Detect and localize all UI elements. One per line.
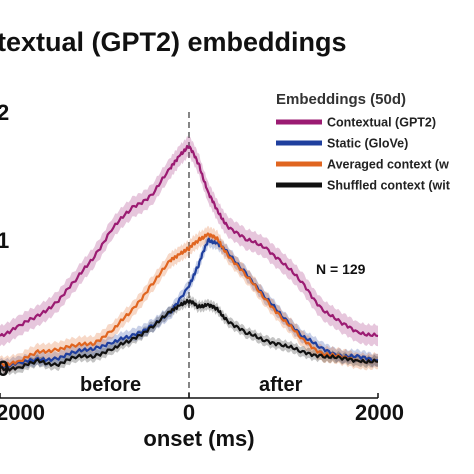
x-axis-label: onset (ms) — [143, 426, 254, 451]
legend-entry-label: Averaged context (w — [327, 158, 449, 172]
error-bands — [0, 135, 378, 376]
plot-area — [0, 112, 379, 398]
y-tick-label: 0 — [0, 356, 9, 381]
legend-entry-label: Static (GloVe) — [327, 137, 408, 151]
y-tick-label: 1 — [0, 228, 9, 253]
legend-entry-label: Shuffled context (wit — [327, 179, 451, 193]
legend-entry-label: Contextual (GPT2) — [327, 116, 436, 130]
x-tick-label: 2000 — [355, 400, 404, 425]
series-line-3 — [0, 298, 379, 372]
series-line-0 — [0, 144, 379, 338]
y-ticks: 0 1 2 — [0, 100, 9, 381]
n-annotation: N = 129 — [316, 261, 366, 277]
y-tick-label: 2 — [0, 100, 9, 125]
x-tick-label: 2000 — [0, 400, 45, 425]
x-ticks: 2000 0 2000 — [0, 393, 404, 425]
legend: Embeddings (50d) Contextual (GPT2) Static… — [276, 91, 451, 193]
series-lines — [0, 144, 379, 372]
series-line-2 — [0, 232, 379, 367]
legend-title: Embeddings (50d) — [276, 91, 406, 108]
series-line-1 — [0, 237, 379, 369]
before-annotation: before — [80, 374, 141, 396]
after-annotation: after — [259, 374, 303, 396]
chart-title: textual (GPT2) embeddings — [0, 27, 347, 57]
error-band-2 — [0, 225, 378, 374]
x-tick-label: 0 — [183, 400, 195, 425]
error-band-0 — [0, 135, 378, 347]
